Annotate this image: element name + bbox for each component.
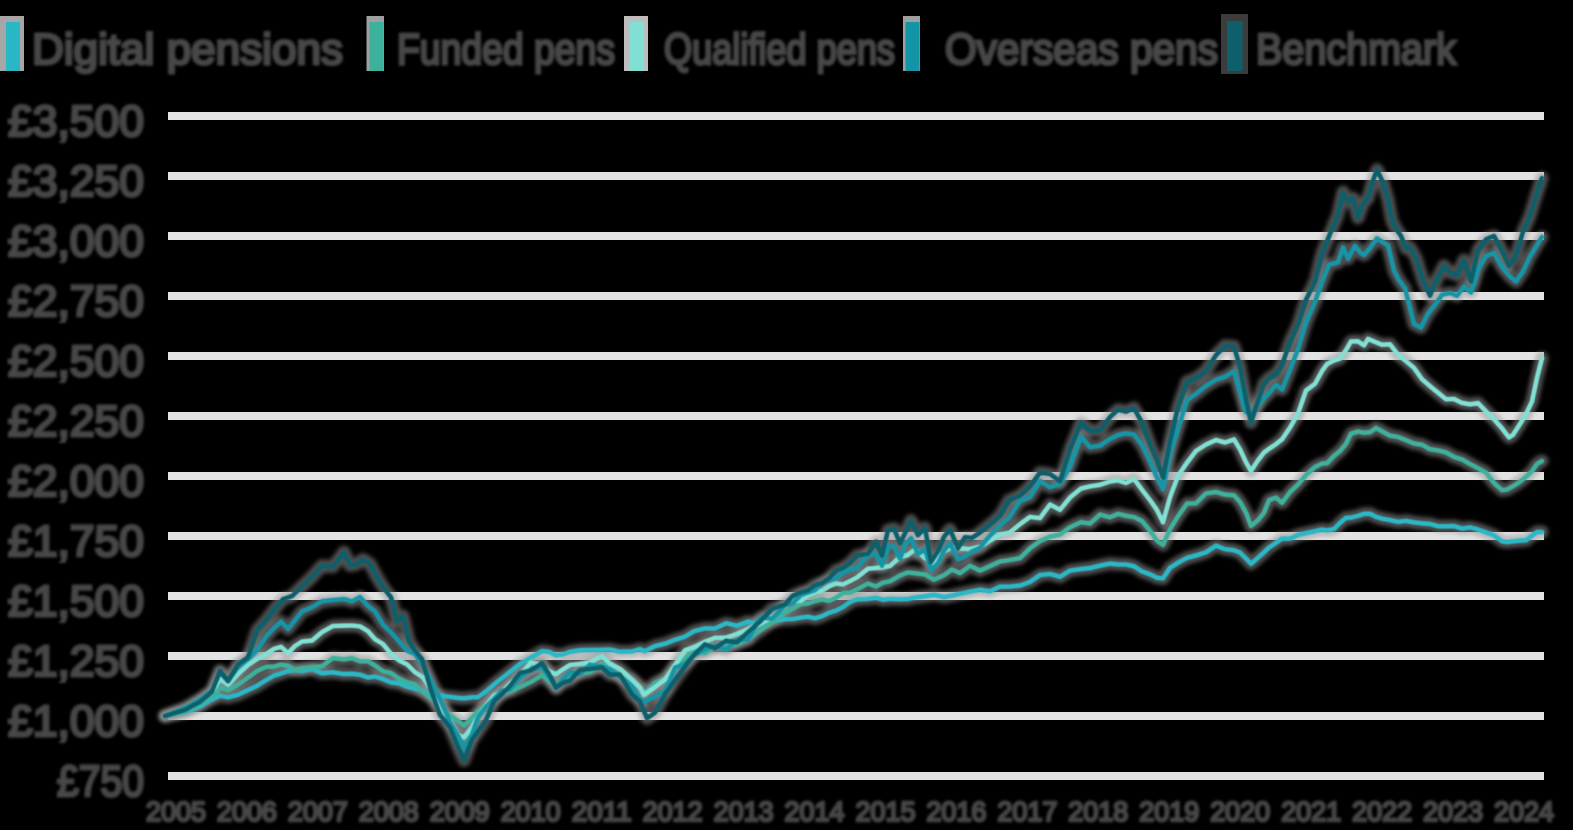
svg-text:2012: 2012 (643, 796, 703, 827)
svg-text:2018: 2018 (1068, 796, 1128, 827)
svg-text:2024: 2024 (1494, 796, 1554, 827)
svg-text:2008: 2008 (359, 796, 419, 827)
svg-text:2006: 2006 (217, 796, 277, 827)
svg-text:£3,250: £3,250 (8, 157, 144, 206)
svg-text:2014: 2014 (785, 796, 845, 827)
svg-text:Digital pensions: Digital pensions (32, 25, 343, 74)
svg-text:£2,500: £2,500 (8, 337, 144, 386)
svg-text:2009: 2009 (430, 796, 490, 827)
svg-text:Overseas pens: Overseas pens (945, 25, 1218, 74)
svg-text:2020: 2020 (1210, 796, 1270, 827)
svg-text:2011: 2011 (572, 796, 632, 827)
svg-text:£2,250: £2,250 (8, 397, 144, 446)
svg-text:£1,250: £1,250 (8, 637, 144, 686)
svg-text:2013: 2013 (714, 796, 774, 827)
svg-text:2023: 2023 (1423, 796, 1483, 827)
svg-text:2016: 2016 (926, 796, 986, 827)
svg-text:£2,750: £2,750 (8, 277, 144, 326)
svg-text:2007: 2007 (288, 796, 348, 827)
svg-text:2010: 2010 (501, 796, 561, 827)
svg-text:2015: 2015 (856, 796, 916, 827)
svg-text:Benchmark: Benchmark (1256, 25, 1457, 74)
svg-text:Funded pens: Funded pens (397, 25, 615, 74)
svg-text:2017: 2017 (997, 796, 1057, 827)
svg-text:£1,750: £1,750 (8, 517, 144, 566)
svg-text:£3,000: £3,000 (8, 217, 144, 266)
svg-text:£2,000: £2,000 (8, 457, 144, 506)
svg-text:£3,500: £3,500 (8, 97, 144, 146)
svg-text:2021: 2021 (1281, 796, 1341, 827)
svg-text:2022: 2022 (1352, 796, 1412, 827)
svg-text:£1,000: £1,000 (8, 697, 144, 746)
svg-text:£1,500: £1,500 (8, 577, 144, 626)
svg-text:£750: £750 (57, 757, 144, 806)
svg-text:2019: 2019 (1139, 796, 1199, 827)
svg-text:Qualified pens: Qualified pens (664, 25, 895, 74)
svg-text:2005: 2005 (146, 796, 206, 827)
